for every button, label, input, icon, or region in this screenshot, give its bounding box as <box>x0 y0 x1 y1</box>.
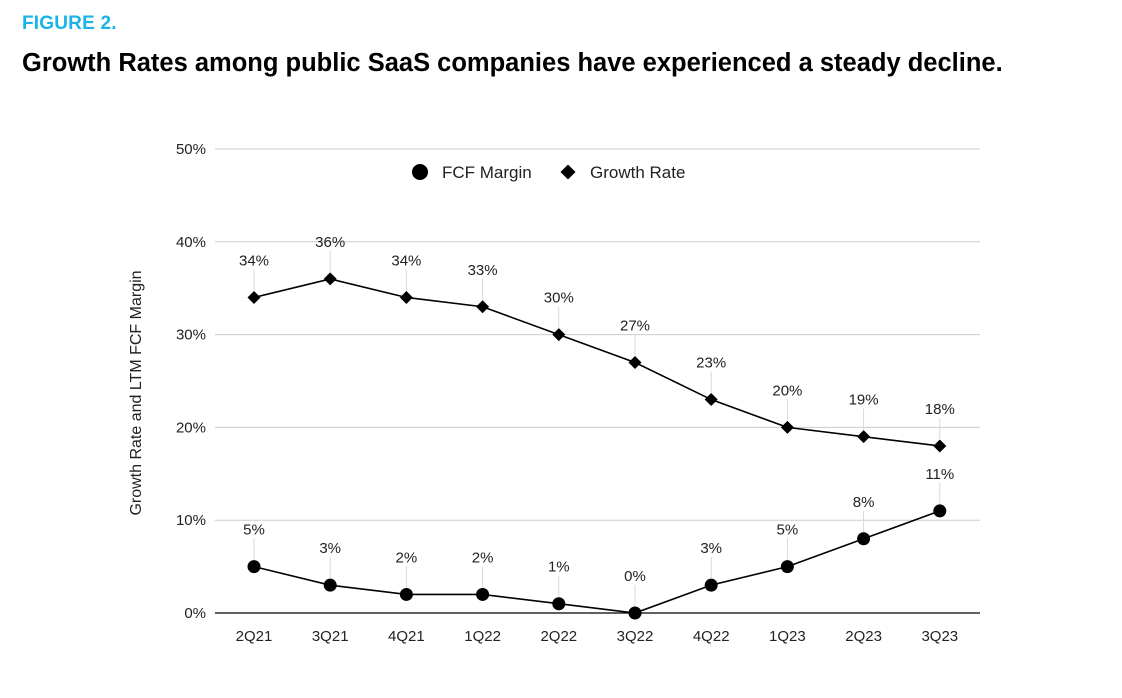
data-point-diamond <box>704 393 718 407</box>
data-labels: 5% 3% 2% 2% 1% 0% 3% 5% 8% 11% 34% 36% 34% 33% 30% 27% 2… <box>239 234 955 585</box>
data-label: 30% <box>544 290 574 307</box>
data-point-diamond <box>628 355 642 369</box>
y-tick-label: 50% <box>176 141 206 158</box>
legend-label: FCF Margin <box>442 163 532 182</box>
data-label: 34% <box>391 252 421 269</box>
legend-circle-icon <box>412 164 428 180</box>
y-tick-label: 0% <box>184 605 206 622</box>
x-tick-label: 2Q22 <box>540 628 577 645</box>
data-label-leaders <box>253 250 941 606</box>
series-line <box>253 510 941 614</box>
y-axis-title: Growth Rate and LTM FCF Margin <box>128 270 145 515</box>
data-point-circle <box>780 560 794 574</box>
data-point-diamond <box>247 290 261 304</box>
series-line <box>253 278 940 447</box>
legend: FCF Margin Growth Rate <box>412 163 685 182</box>
data-label: 0% <box>624 568 646 585</box>
series <box>247 272 947 620</box>
y-tick-label: 20% <box>176 419 206 436</box>
data-label: 5% <box>777 522 799 539</box>
data-label: 3% <box>700 540 722 557</box>
figure-title: Growth Rates among public SaaS companies… <box>22 49 1003 77</box>
series-fcf-margin <box>247 504 947 620</box>
gridlines <box>215 148 980 521</box>
data-label: 34% <box>239 252 269 269</box>
data-label: 8% <box>853 494 875 511</box>
data-point-diamond <box>552 328 566 342</box>
data-point-diamond <box>476 300 490 314</box>
data-label: 1% <box>548 559 570 576</box>
data-point-diamond <box>323 272 337 286</box>
y-tick-label: 40% <box>176 234 206 251</box>
x-tick-label: 2Q21 <box>236 628 273 645</box>
data-label: 23% <box>696 355 726 372</box>
data-point-circle <box>247 560 261 574</box>
y-tick-label: 10% <box>176 512 206 529</box>
data-point-diamond <box>857 430 871 444</box>
data-point-diamond <box>933 439 947 453</box>
data-label: 2% <box>396 549 418 566</box>
data-label: 3% <box>319 540 341 557</box>
data-label: 20% <box>772 382 802 399</box>
data-point-circle <box>628 606 642 620</box>
y-tick-label: 30% <box>176 327 206 344</box>
data-point-circle <box>552 597 566 611</box>
data-point-circle <box>476 587 490 601</box>
x-tick-label: 1Q22 <box>464 628 501 645</box>
x-tick-label: 3Q23 <box>921 628 958 645</box>
data-point-circle <box>399 587 413 601</box>
data-label: 18% <box>925 401 955 418</box>
x-tick-label: 4Q22 <box>693 628 730 645</box>
legend-diamond-icon <box>560 164 576 180</box>
data-label: 2% <box>472 549 494 566</box>
data-point-circle <box>323 578 337 592</box>
data-label: 19% <box>849 392 879 409</box>
axes: 0% 10% 20% 30% 40% 50% 2Q21 3Q21 4Q21 1Q22 2Q22 3Q2… <box>128 141 980 645</box>
legend-item: FCF Margin <box>412 163 532 182</box>
x-tick-label: 2Q23 <box>845 628 882 645</box>
data-label: 11% <box>925 466 954 483</box>
data-label: 27% <box>620 317 650 334</box>
data-point-circle <box>704 578 718 592</box>
series-growth-rate <box>247 272 947 453</box>
x-tick-label: 3Q22 <box>617 628 654 645</box>
x-tick-label: 3Q21 <box>312 628 349 645</box>
legend-item: Growth Rate <box>560 163 685 182</box>
data-point-diamond <box>780 420 794 434</box>
data-label: 36% <box>315 234 345 251</box>
data-point-circle <box>857 532 871 546</box>
figure-label: FIGURE 2. <box>22 13 117 34</box>
data-point-diamond <box>399 290 413 304</box>
x-tick-label: 4Q21 <box>388 628 425 645</box>
data-point-circle <box>933 504 947 518</box>
x-tick-label: 1Q23 <box>769 628 806 645</box>
legend-label: Growth Rate <box>590 163 685 182</box>
data-label: 33% <box>468 262 498 279</box>
data-label: 5% <box>243 522 265 539</box>
